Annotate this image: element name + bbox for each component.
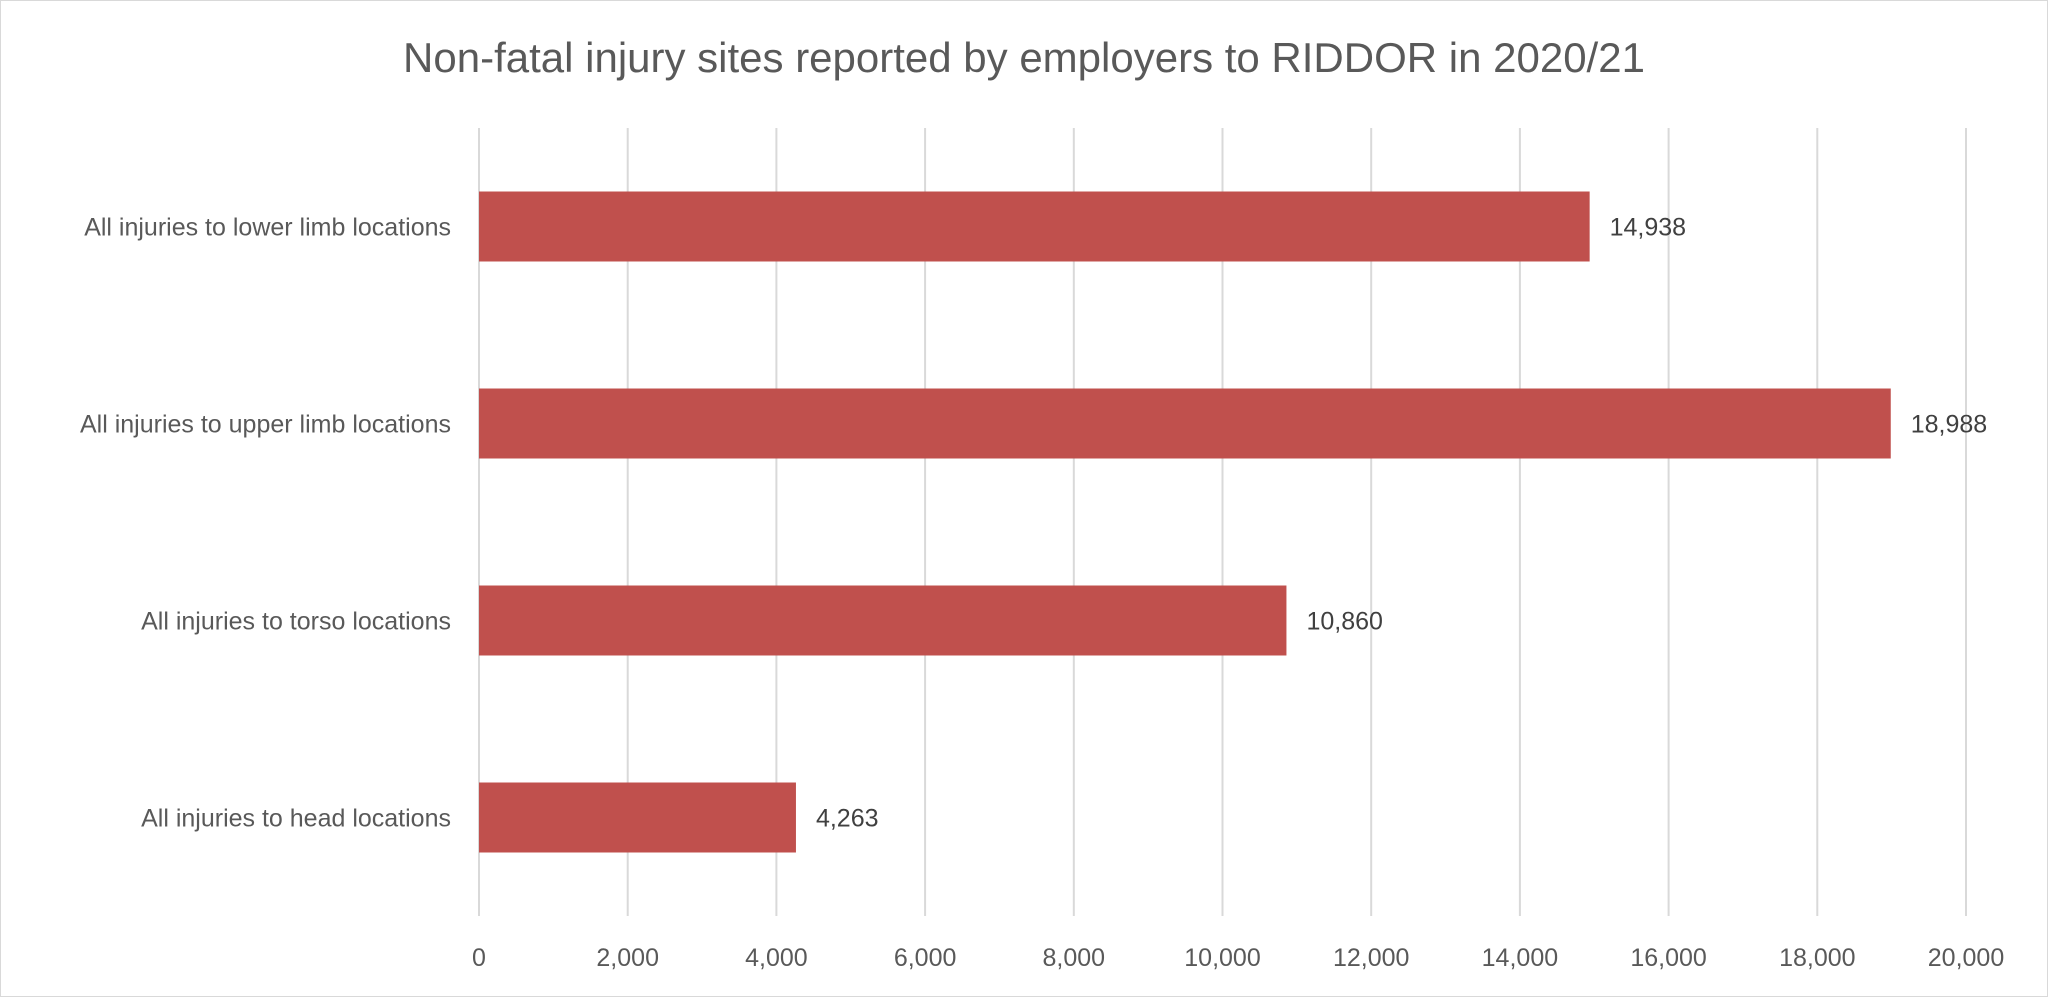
category-labels: All injuries to lower limb locations All … [80, 214, 451, 833]
x-tick-label: 12,000 [1333, 944, 1409, 972]
category-label: All injuries to lower limb locations [84, 214, 451, 242]
x-tick-label: 10,000 [1184, 944, 1260, 972]
x-tick-label: 20,000 [1928, 944, 2004, 972]
data-label: 14,938 [1610, 214, 1686, 242]
x-tick-label: 0 [472, 944, 486, 972]
data-label: 18,988 [1911, 411, 1987, 439]
x-tick-label: 18,000 [1779, 944, 1855, 972]
bar [479, 585, 1287, 656]
chart-title: Non-fatal injury sites reported by emplo… [403, 34, 1645, 81]
x-axis-tick-labels: 0 2,000 4,000 6,000 8,000 10,000 12,000 14,000 1… [472, 944, 2004, 972]
x-tick-label: 2,000 [596, 944, 659, 972]
bar [479, 782, 796, 853]
x-tick-label: 8,000 [1043, 944, 1106, 972]
x-tick-label: 16,000 [1630, 944, 1706, 972]
x-tick-label: 6,000 [894, 944, 957, 972]
bar [479, 191, 1590, 262]
data-label: 10,860 [1306, 608, 1382, 636]
x-tick-label: 14,000 [1482, 944, 1558, 972]
data-label: 4,263 [816, 805, 879, 833]
category-label: All injuries to upper limb locations [80, 411, 451, 439]
bars [479, 191, 1891, 853]
data-labels: 14,938 18,988 10,860 4,263 [816, 214, 1987, 833]
category-label: All injuries to torso locations [141, 608, 451, 636]
category-label: All injuries to head locations [141, 805, 451, 833]
x-tick-label: 4,000 [745, 944, 808, 972]
bar [479, 388, 1891, 459]
